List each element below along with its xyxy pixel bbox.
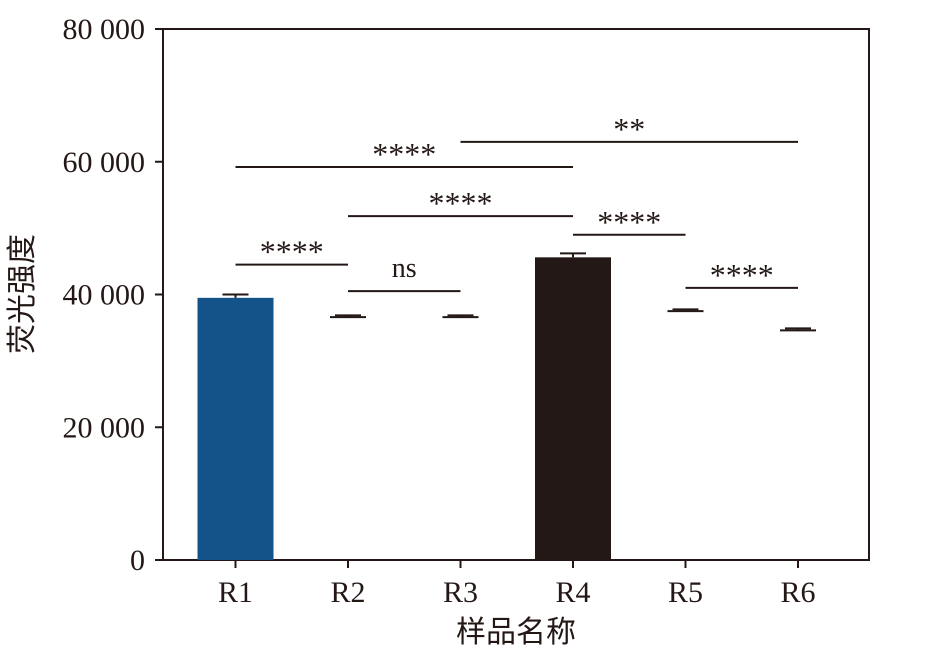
x-tick-label: R3 (443, 576, 478, 609)
x-tick-label: R1 (218, 576, 253, 609)
x-axis-label: 样品名称 (456, 616, 576, 649)
significance-label-1: **** (260, 234, 324, 270)
significance-label-6: **** (597, 204, 661, 240)
significance-label-2: ns (392, 253, 417, 284)
y-tick-label: 60 000 (63, 146, 146, 179)
significance-layer: **** ns****************** (235, 111, 798, 293)
x-tick-label: R6 (780, 576, 815, 609)
y-tick-label: 20 000 (63, 411, 146, 444)
y-tick-label: 0 (130, 544, 145, 577)
significance-label-7: **** (710, 257, 774, 293)
bar-r4 (535, 257, 611, 560)
y-tick-label: 80 000 (63, 13, 146, 46)
error-bars-layer (222, 252, 816, 332)
x-tick-label: R5 (668, 576, 703, 609)
y-tick-label: 40 000 (63, 279, 146, 312)
x-tick-label: R2 (330, 576, 365, 609)
y-axis-label: 荧光强度 (6, 234, 39, 354)
bars-layer (197, 257, 611, 560)
significance-label-4: **** (429, 185, 493, 221)
x-axis-ticks: R1 R2 R3 R4 R5 R6 (218, 560, 816, 609)
significance-label-5: ** (613, 111, 645, 147)
significance-label-3: **** (372, 136, 436, 172)
y-axis-ticks: 0 20 000 40 000 60 000 80 000 (63, 13, 163, 577)
bar-r1 (197, 297, 274, 560)
x-tick-label: R4 (555, 576, 590, 609)
